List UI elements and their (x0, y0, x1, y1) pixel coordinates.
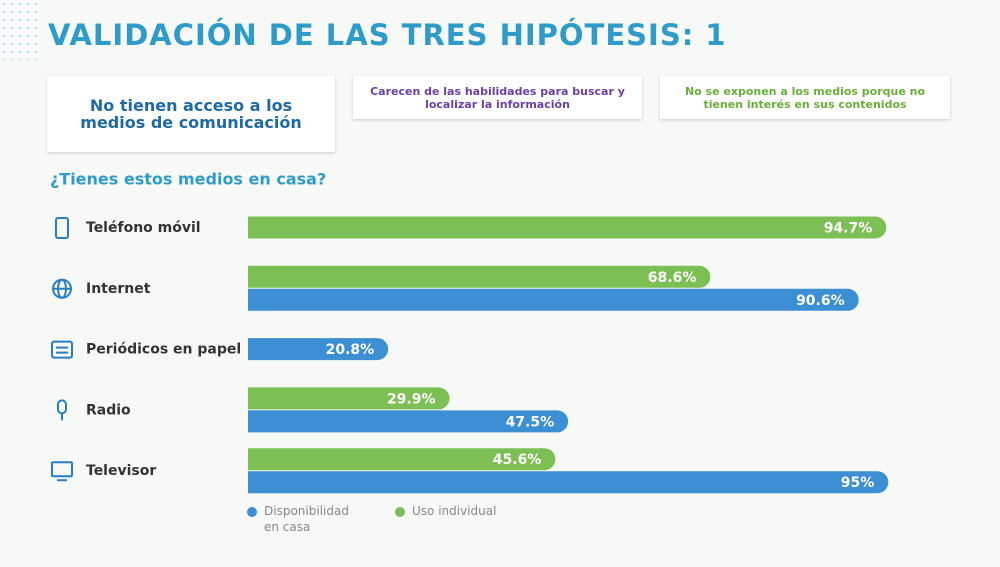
category-icon (51, 340, 73, 359)
decoration (0, 0, 40, 60)
value-label: 95% (841, 475, 875, 491)
category-icon (55, 217, 69, 239)
hypothesis-box: Carecen de las habilidades para buscar y… (353, 76, 642, 119)
value-label: 47.5% (506, 414, 555, 430)
chart-title: ¿Tienes estos medios en casa? (50, 170, 326, 189)
legend-box: Disponibilidad en casa (264, 504, 349, 534)
category-icon (51, 461, 73, 482)
icon-shape (55, 217, 69, 239)
bar (248, 265, 711, 288)
bar (248, 410, 569, 433)
bar (248, 288, 859, 311)
category-label: Radio (86, 402, 131, 418)
bar (248, 387, 450, 410)
category-icon (52, 278, 72, 299)
category-label: Internet (86, 281, 151, 297)
value-label: 20.8% (326, 342, 375, 358)
icon-shape (57, 399, 67, 415)
value-label: 68.6% (648, 270, 697, 286)
bar (248, 216, 887, 239)
hypothesis-box: No se exponen a los medios porque no tie… (660, 76, 950, 119)
icon-shape (51, 340, 73, 359)
legend-label: Uso individual (412, 504, 497, 518)
legend-label: Disponibilidad en casa (264, 504, 349, 534)
value-label: 94.7% (824, 221, 873, 237)
category-label: Teléfono móvil (86, 220, 201, 236)
category-label: Televisor (86, 463, 156, 479)
legend-marker (395, 507, 405, 517)
category-label: Periódicos en papel (86, 342, 241, 358)
hypothesis-box: No tienen acceso a los medios de comunic… (47, 76, 335, 152)
bar (248, 448, 556, 471)
legend-box: Uso individual (412, 504, 497, 518)
category-icon (57, 399, 67, 421)
legend-marker (247, 507, 257, 517)
bar (248, 338, 389, 361)
value-label: 29.9% (387, 391, 436, 407)
icon-shape (51, 461, 73, 478)
slide-title: VALIDACIÓN DE LAS TRES HIPÓTESIS: 1 (48, 18, 727, 52)
value-label: 45.6% (493, 452, 542, 468)
value-label: 90.6% (796, 293, 845, 309)
bar (248, 471, 889, 494)
